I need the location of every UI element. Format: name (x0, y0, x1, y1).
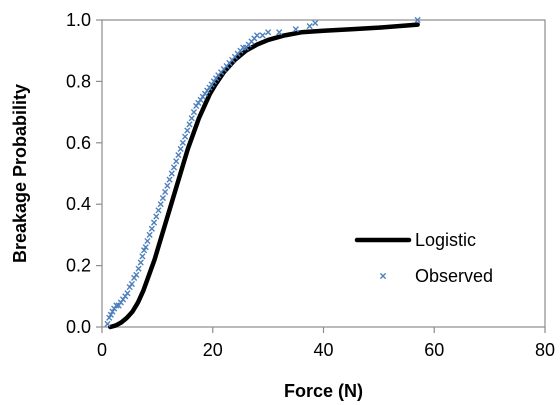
observed-point (177, 145, 184, 153)
observed-point (166, 176, 173, 183)
observed-point (106, 314, 113, 321)
ticks-layer: 0 20 40 60 80 0.0 0.2 0.4 0.6 0.8 1.0 (66, 10, 555, 360)
observed-point (168, 170, 175, 177)
observed-point (150, 219, 158, 226)
observed-point (146, 231, 153, 238)
observed-point (190, 109, 198, 116)
observed-point (175, 151, 182, 159)
observed-point (184, 127, 191, 134)
observed-point (292, 26, 299, 33)
observed-point (173, 158, 180, 165)
observed-point (164, 182, 171, 189)
series-layer (104, 16, 421, 330)
observed-point (107, 311, 114, 318)
observed-point (128, 280, 135, 288)
observed-point (276, 29, 283, 36)
y-tick-label: 0.6 (66, 133, 91, 153)
x-tick-label: 40 (313, 340, 333, 360)
legend-item-logistic: Logistic (354, 230, 476, 250)
observed-point (306, 23, 313, 30)
x-axis-title: Force (N) (284, 381, 363, 401)
y-tick-label: 0.4 (66, 194, 91, 214)
observed-point (133, 271, 140, 278)
legend-label: Logistic (415, 230, 476, 250)
observed-point (312, 19, 319, 27)
observed-point (265, 29, 272, 36)
observed-point (162, 188, 169, 196)
observed-point (157, 201, 164, 208)
observed-points (104, 16, 421, 328)
observed-point (124, 290, 131, 297)
observed-point (153, 213, 160, 220)
x-tick-label: 60 (424, 340, 444, 360)
y-tick-label: 0.8 (66, 71, 91, 91)
x-tick-label: 0 (97, 340, 107, 360)
observed-point (179, 139, 186, 146)
observed-point (142, 244, 149, 251)
observed-point (259, 32, 266, 39)
observed-point (137, 259, 144, 266)
legend-swatch-marker (379, 272, 387, 280)
legend: Logistic Observed (354, 230, 493, 286)
observed-point (135, 265, 142, 272)
observed-point (181, 133, 189, 140)
x-tick-label: 20 (203, 340, 223, 360)
observed-point (113, 302, 120, 309)
x-tick-label: 80 (535, 340, 555, 360)
observed-point (186, 121, 193, 128)
y-tick-label: 1.0 (66, 10, 91, 30)
observed-point (155, 207, 162, 214)
observed-point (170, 164, 178, 171)
observed-point (414, 16, 421, 24)
observed-point (109, 308, 116, 315)
observed-point (140, 247, 148, 254)
y-tick-label: 0.2 (66, 256, 91, 276)
observed-point (104, 320, 111, 328)
axis-titles: Force (N) Breakage Probability (10, 84, 363, 401)
observed-point (144, 237, 151, 245)
logistic-curve-line (108, 22, 420, 330)
legend-item-observed: Observed (379, 266, 493, 286)
observed-point (253, 32, 261, 39)
y-tick-label: 0.0 (66, 317, 91, 337)
observed-point (188, 115, 195, 122)
observed-point (139, 253, 146, 260)
observed-point (148, 225, 155, 232)
legend-label: Observed (415, 266, 493, 286)
y-axis-title: Breakage Probability (10, 84, 30, 263)
observed-point (159, 194, 167, 202)
